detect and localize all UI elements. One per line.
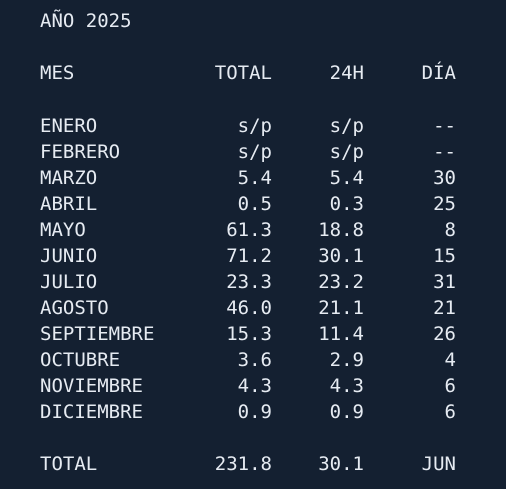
table-row: JULIO 23.3 23.2 31 <box>0 269 506 295</box>
row-dia: 26 <box>433 323 456 345</box>
year-title: AÑO 2025 <box>40 10 132 32</box>
table-row: OCTUBRE 3.6 2.9 4 <box>0 347 506 373</box>
row-24h: 11.4 <box>318 323 364 345</box>
row-total: s/p <box>237 141 272 163</box>
row-total: s/p <box>237 115 272 137</box>
row-24h: 2.9 <box>329 349 364 371</box>
row-total: 23.3 <box>226 271 272 293</box>
row-mes: MARZO <box>40 167 98 189</box>
row-dia: 6 <box>444 401 456 423</box>
row-24h: 4.3 <box>329 375 364 397</box>
row-total: 61.3 <box>226 219 272 241</box>
row-mes: ENERO <box>40 115 98 137</box>
row-24h: 30.1 <box>318 245 364 267</box>
row-total: 5.4 <box>237 167 272 189</box>
table-row: DICIEMBRE 0.9 0.9 6 <box>0 399 506 425</box>
table-row: FEBRERO s/p s/p -- <box>0 139 506 165</box>
row-mes: FEBRERO <box>40 141 121 163</box>
row-dia: 30 <box>433 167 456 189</box>
row-dia: 15 <box>433 245 456 267</box>
row-dia: 31 <box>433 271 456 293</box>
row-dia: -- <box>433 115 456 137</box>
row-dia: -- <box>433 141 456 163</box>
row-total: 15.3 <box>226 323 272 345</box>
total-24h-max: 30.1 <box>318 453 364 475</box>
row-mes: MAYO <box>40 219 86 241</box>
row-24h: 18.8 <box>318 219 364 241</box>
row-dia: 4 <box>444 349 456 371</box>
total-month: JUN <box>421 453 456 475</box>
total-label: TOTAL <box>40 453 98 475</box>
row-mes: AGOSTO <box>40 297 109 319</box>
table-row: NOVIEMBRE 4.3 4.3 6 <box>0 373 506 399</box>
row-dia: 21 <box>433 297 456 319</box>
table-row: JUNIO 71.2 30.1 15 <box>0 243 506 269</box>
row-mes: OCTUBRE <box>40 349 121 371</box>
row-mes: NOVIEMBRE <box>40 375 143 397</box>
table-row: ABRIL 0.5 0.3 25 <box>0 191 506 217</box>
row-mes: JULIO <box>40 271 98 293</box>
row-total: 0.9 <box>237 401 272 423</box>
row-total: 46.0 <box>226 297 272 319</box>
header-24h: 24H <box>329 62 364 84</box>
row-mes: ABRIL <box>40 193 98 215</box>
header-total: TOTAL <box>214 62 272 84</box>
table-row: SEPTIEMBRE 15.3 11.4 26 <box>0 321 506 347</box>
table-row: MAYO 61.3 18.8 8 <box>0 217 506 243</box>
row-mes: DICIEMBRE <box>40 401 143 423</box>
header-dia: DÍA <box>421 62 456 84</box>
total-row: TOTAL 231.8 30.1 JUN <box>0 451 506 477</box>
row-total: 4.3 <box>237 375 272 397</box>
row-dia: 25 <box>433 193 456 215</box>
row-mes: SEPTIEMBRE <box>40 323 155 345</box>
row-dia: 6 <box>444 375 456 397</box>
row-24h: 21.1 <box>318 297 364 319</box>
row-24h: 5.4 <box>329 167 364 189</box>
row-total: 71.2 <box>226 245 272 267</box>
table-row: ENERO s/p s/p -- <box>0 113 506 139</box>
row-mes: JUNIO <box>40 245 98 267</box>
row-dia: 8 <box>444 219 456 241</box>
table-row: AGOSTO 46.0 21.1 21 <box>0 295 506 321</box>
row-24h: s/p <box>329 115 364 137</box>
row-24h: 0.9 <box>329 401 364 423</box>
header-mes: MES <box>40 62 75 84</box>
header-row: MES TOTAL 24H DÍA <box>0 60 506 86</box>
row-total: 3.6 <box>237 349 272 371</box>
row-24h: s/p <box>329 141 364 163</box>
table-row: MARZO 5.4 5.4 30 <box>0 165 506 191</box>
row-total: 0.5 <box>237 193 272 215</box>
total-value: 231.8 <box>214 453 272 475</box>
row-24h: 0.3 <box>329 193 364 215</box>
row-24h: 23.2 <box>318 271 364 293</box>
